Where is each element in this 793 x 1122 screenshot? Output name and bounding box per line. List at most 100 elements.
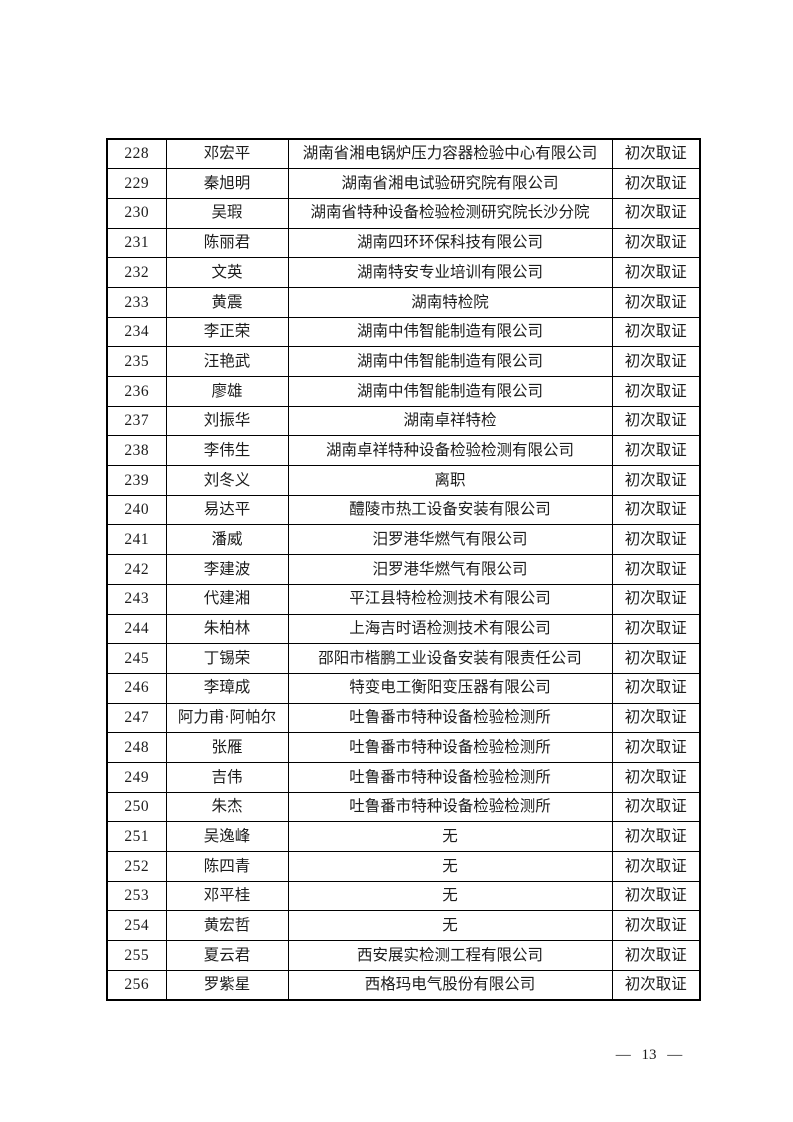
status-cell: 初次取证 <box>611 821 701 852</box>
organization-cell: 无 <box>287 880 613 912</box>
name-cell: 文英 <box>165 257 289 288</box>
table-row: 252 陈四青无初次取证 <box>106 851 701 882</box>
organization-cell: 湖南中伟智能制造有限公司 <box>287 346 613 377</box>
organization-cell: 邵阳市楷鹏工业设备安装有限责任公司 <box>287 643 613 674</box>
table-row: 230 吴瑕 湖南省特种设备检验检测研究院长沙分院 初次取证 <box>106 197 701 229</box>
table-row: 234 李正荣 湖南中伟智能制造有限公司 初次取证 <box>106 316 701 348</box>
organization-cell: 湖南四环环保科技有限公司 <box>287 227 613 259</box>
certification-table: 228 邓宏平 湖南省湘电锅炉压力容器检验中心有限公司 初次取证 229 秦旭明 湖南省湘电… <box>106 138 701 1001</box>
row-number-cell: 247 <box>106 702 167 734</box>
row-number-cell: 242 <box>106 554 167 585</box>
row-number-cell: 235 <box>106 346 167 377</box>
status-cell: 初次取证 <box>611 405 701 437</box>
name-cell: 秦旭明 <box>165 168 289 199</box>
row-number-cell: 254 <box>106 910 167 942</box>
name-cell: 吉伟 <box>165 761 289 793</box>
name-cell: 李正荣 <box>165 316 289 348</box>
status-cell: 初次取证 <box>611 168 701 199</box>
row-number-cell: 251 <box>106 821 167 852</box>
table-row: 236 廖雄 湖南中伟智能制造有限公司 初次取证 <box>106 376 701 407</box>
organization-cell: 西格玛电气股份有限公司 <box>287 969 613 1001</box>
name-cell: 阿力甫·阿帕尔 <box>165 702 289 734</box>
row-number-cell: 252 <box>106 851 167 882</box>
organization-cell: 平江县特检检测技术有限公司 <box>287 583 613 615</box>
table-row: 246 李璋成 特变电工衡阳变压器有限公司 初次取证 <box>106 672 701 704</box>
status-cell: 初次取证 <box>611 643 701 674</box>
row-number-cell: 237 <box>106 405 167 437</box>
status-cell: 初次取证 <box>611 940 701 971</box>
name-cell: 李璋成 <box>165 672 289 704</box>
table-row: 244 朱柏林 上海吉时语检测技术有限公司 初次取证 <box>106 613 701 645</box>
row-number-cell: 253 <box>106 880 167 912</box>
organization-cell: 汨罗港华燃气有限公司 <box>287 524 613 556</box>
organization-cell: 汨罗港华燃气有限公司 <box>287 554 613 585</box>
status-cell: 初次取证 <box>611 435 701 467</box>
name-cell: 吴瑕 <box>165 197 289 229</box>
status-cell: 初次取证 <box>611 910 701 942</box>
status-cell: 初次取证 <box>611 554 701 585</box>
name-cell: 张雁 <box>165 732 289 763</box>
status-cell: 初次取证 <box>611 138 701 170</box>
table-row: 255 夏云君 西安展实检测工程有限公司 初次取证 <box>106 940 701 971</box>
row-number-cell: 239 <box>106 465 167 496</box>
status-cell: 初次取证 <box>611 880 701 912</box>
table-row: 231 陈丽君 湖南四环环保科技有限公司 初次取证 <box>106 227 701 259</box>
status-cell: 初次取证 <box>611 969 701 1001</box>
name-cell: 潘威 <box>165 524 289 556</box>
organization-cell: 吐鲁番市特种设备检验检测所 <box>287 761 613 793</box>
row-number-cell: 249 <box>106 761 167 793</box>
status-cell: 初次取证 <box>611 702 701 734</box>
name-cell: 汪艳武 <box>165 346 289 377</box>
name-cell: 陈四青 <box>165 851 289 882</box>
row-number-cell: 245 <box>106 643 167 674</box>
name-cell: 廖雄 <box>165 376 289 407</box>
row-number-cell: 240 <box>106 494 167 526</box>
status-cell: 初次取证 <box>611 376 701 407</box>
organization-cell: 湖南卓祥特检 <box>287 405 613 437</box>
table-row: 241 潘威 汨罗港华燃气有限公司 初次取证 <box>106 524 701 556</box>
status-cell: 初次取证 <box>611 791 701 823</box>
row-number-cell: 256 <box>106 969 167 1001</box>
status-cell: 初次取证 <box>611 851 701 882</box>
name-cell: 陈丽君 <box>165 227 289 259</box>
name-cell: 朱杰 <box>165 791 289 823</box>
organization-cell: 湖南中伟智能制造有限公司 <box>287 376 613 407</box>
row-number-cell: 236 <box>106 376 167 407</box>
page-number: — 13 — <box>615 1047 683 1063</box>
organization-cell: 西安展实检测工程有限公司 <box>287 940 613 971</box>
row-number-cell: 238 <box>106 435 167 467</box>
row-number-cell: 230 <box>106 197 167 229</box>
status-cell: 初次取证 <box>611 465 701 496</box>
table-row: 243 代建湘 平江县特检检测技术有限公司 初次取证 <box>106 583 701 615</box>
organization-cell: 吐鲁番市特种设备检验检测所 <box>287 732 613 763</box>
row-number-cell: 243 <box>106 583 167 615</box>
table-row: 256 罗紫星 西格玛电气股份有限公司 初次取证 <box>106 969 701 1001</box>
row-number-cell: 250 <box>106 791 167 823</box>
organization-cell: 湖南卓祥特种设备检验检测有限公司 <box>287 435 613 467</box>
name-cell: 黄宏哲 <box>165 910 289 942</box>
name-cell: 代建湘 <box>165 583 289 615</box>
organization-cell: 湖南特检院 <box>287 286 613 318</box>
table-row: 232 文英 湖南特安专业培训有限公司 初次取证 <box>106 257 701 288</box>
row-number-cell: 248 <box>106 732 167 763</box>
organization-cell: 醴陵市热工设备安装有限公司 <box>287 494 613 526</box>
name-cell: 邓宏平 <box>165 138 289 170</box>
name-cell: 夏云君 <box>165 940 289 971</box>
table-row: 247 阿力甫·阿帕尔 吐鲁番市特种设备检验检测所 初次取证 <box>106 702 701 734</box>
status-cell: 初次取证 <box>611 732 701 763</box>
status-cell: 初次取证 <box>611 257 701 288</box>
table-row: 248 张雁 吐鲁番市特种设备检验检测所 初次取证 <box>106 732 701 763</box>
table-row: 240 易达平 醴陵市热工设备安装有限公司 初次取证 <box>106 494 701 526</box>
table-row: 239 刘冬义 离职 初次取证 <box>106 465 701 496</box>
table-row: 235 汪艳武 湖南中伟智能制造有限公司 初次取证 <box>106 346 701 377</box>
row-number-cell: 234 <box>106 316 167 348</box>
organization-cell: 特变电工衡阳变压器有限公司 <box>287 672 613 704</box>
name-cell: 李建波 <box>165 554 289 585</box>
status-cell: 初次取证 <box>611 316 701 348</box>
row-number-cell: 231 <box>106 227 167 259</box>
table-row: 233 黄震 湖南特检院 初次取证 <box>106 286 701 318</box>
row-number-cell: 246 <box>106 672 167 704</box>
name-cell: 朱柏林 <box>165 613 289 645</box>
organization-cell: 湖南省湘电锅炉压力容器检验中心有限公司 <box>287 138 613 170</box>
